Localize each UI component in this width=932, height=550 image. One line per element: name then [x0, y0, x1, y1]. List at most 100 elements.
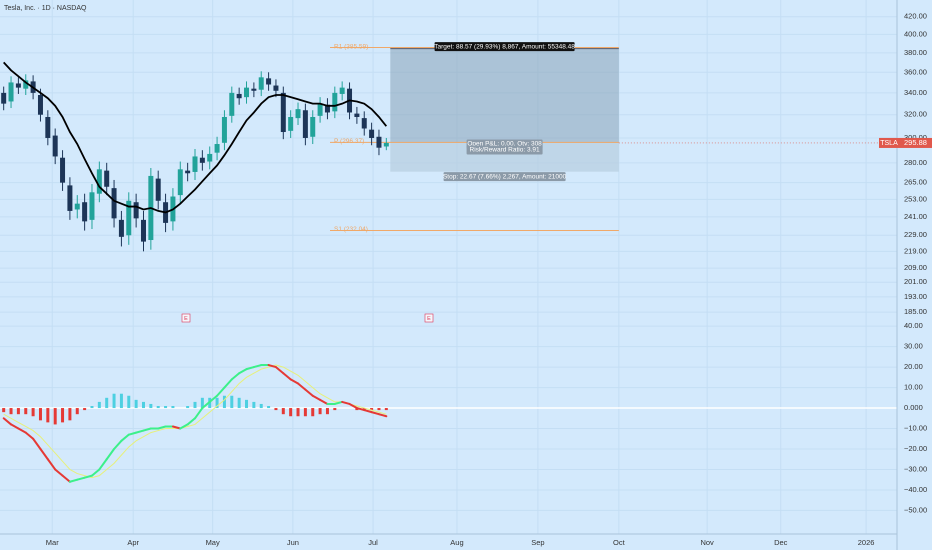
candle-body	[317, 103, 323, 116]
oscillator-pane	[2, 364, 388, 483]
histogram-bar	[230, 395, 234, 409]
histogram-bar	[333, 408, 337, 411]
y-tick-label: 209.00	[904, 263, 927, 272]
macd-segment	[297, 382, 307, 391]
y-tick-label: −40.00	[904, 485, 927, 494]
macd-segment	[90, 468, 101, 477]
macd-segment	[186, 417, 196, 426]
y-tick-label: 30.00	[904, 342, 923, 351]
candle-body	[45, 116, 51, 138]
histogram-bar	[164, 406, 168, 409]
x-tick-label: Jul	[368, 538, 378, 547]
pivot-label: R1 (385.59)	[334, 43, 368, 50]
histogram-bar	[252, 401, 256, 409]
y-tick-label: −30.00	[904, 464, 927, 473]
x-tick-label: Jun	[287, 538, 299, 547]
macd-segment	[194, 407, 204, 420]
x-tick-label: Mar	[46, 538, 59, 547]
candle-body	[288, 116, 294, 131]
histogram-bar	[119, 393, 123, 409]
macd-segment	[68, 478, 79, 483]
candle-body	[23, 80, 29, 89]
candle-body	[177, 169, 183, 196]
histogram-bar	[97, 401, 101, 409]
macd-segment	[120, 433, 130, 442]
macd-segment	[208, 394, 219, 403]
y-tick-label: 300.00	[904, 133, 927, 142]
candle-body	[96, 169, 102, 194]
macd-segment	[223, 378, 233, 389]
y-tick-label: 340.00	[904, 88, 927, 97]
macd-segment	[333, 400, 344, 405]
label-box	[443, 172, 566, 182]
y-tick-label: 400.00	[904, 29, 927, 38]
histogram-bar	[377, 408, 381, 411]
macd-segment	[39, 448, 49, 461]
histogram-bar	[90, 406, 94, 409]
signal-line	[3, 364, 387, 479]
y-tick-label: 10.00	[904, 383, 923, 392]
histogram-bar	[325, 408, 329, 415]
histogram-bar	[112, 393, 116, 409]
y-tick-label: 420.00	[904, 12, 927, 21]
macd-segment	[370, 411, 380, 416]
histogram-bar	[61, 408, 65, 423]
price-tag	[899, 137, 932, 148]
y-tick-label: 360.00	[904, 67, 927, 76]
x-tick-label: Nov	[700, 538, 714, 547]
macd-segment	[54, 468, 64, 477]
event-label: E	[184, 316, 188, 322]
moving-average	[3, 61, 388, 214]
macd-segment	[98, 458, 108, 471]
macd-segment	[238, 368, 248, 375]
histogram-bar	[274, 408, 278, 411]
candle-body	[118, 219, 124, 237]
candle-body	[376, 136, 382, 148]
symbol-tag	[879, 137, 899, 148]
histogram-bar	[141, 401, 145, 409]
histogram-bar	[289, 408, 293, 417]
histogram-bar	[370, 408, 374, 411]
candle-body	[133, 202, 139, 219]
histogram-bar	[215, 397, 219, 409]
label-box	[466, 145, 543, 155]
candle-body	[236, 93, 242, 99]
histogram-bar	[303, 408, 307, 417]
histogram-bar	[245, 399, 249, 409]
macd-segment	[142, 427, 152, 432]
price-tag-label: 295.88	[904, 138, 927, 147]
macd-segment	[76, 476, 86, 481]
histogram-bar	[267, 406, 271, 409]
macd-segment	[24, 431, 35, 440]
histogram-bar	[134, 399, 138, 409]
x-tick-label: May	[206, 538, 220, 547]
y-tick-label: 253.00	[904, 194, 927, 203]
macd-segment	[179, 423, 189, 430]
histogram-bar	[16, 408, 20, 415]
x-tick-label: 2026	[858, 538, 875, 547]
candle-body	[266, 78, 272, 85]
histogram-bar	[2, 408, 6, 413]
histogram-bar	[171, 406, 175, 409]
x-tick-label: Sep	[531, 538, 544, 547]
histogram-bar	[105, 397, 109, 409]
candle-body	[221, 116, 227, 143]
macd-segment	[245, 366, 255, 371]
candle-body	[74, 203, 80, 210]
axes: Mar Apr May Jun Jul Aug Sep Oct Nov Dec 2026 420.00…	[46, 12, 932, 547]
macd-segment	[83, 474, 93, 479]
histogram-bar	[31, 408, 35, 417]
histogram-bar	[237, 397, 241, 409]
candle-body	[244, 87, 250, 98]
candle-body	[383, 142, 389, 147]
histogram-bar	[222, 395, 226, 409]
candle-body	[111, 188, 117, 219]
candle-body	[52, 135, 58, 157]
macd-segment	[230, 372, 241, 381]
histogram-bar	[24, 408, 28, 415]
target-zone	[390, 48, 619, 143]
candle-body	[37, 95, 43, 115]
histogram-bar	[38, 408, 42, 421]
candle-body	[339, 87, 345, 94]
symbol-label: TSLA	[880, 140, 898, 147]
